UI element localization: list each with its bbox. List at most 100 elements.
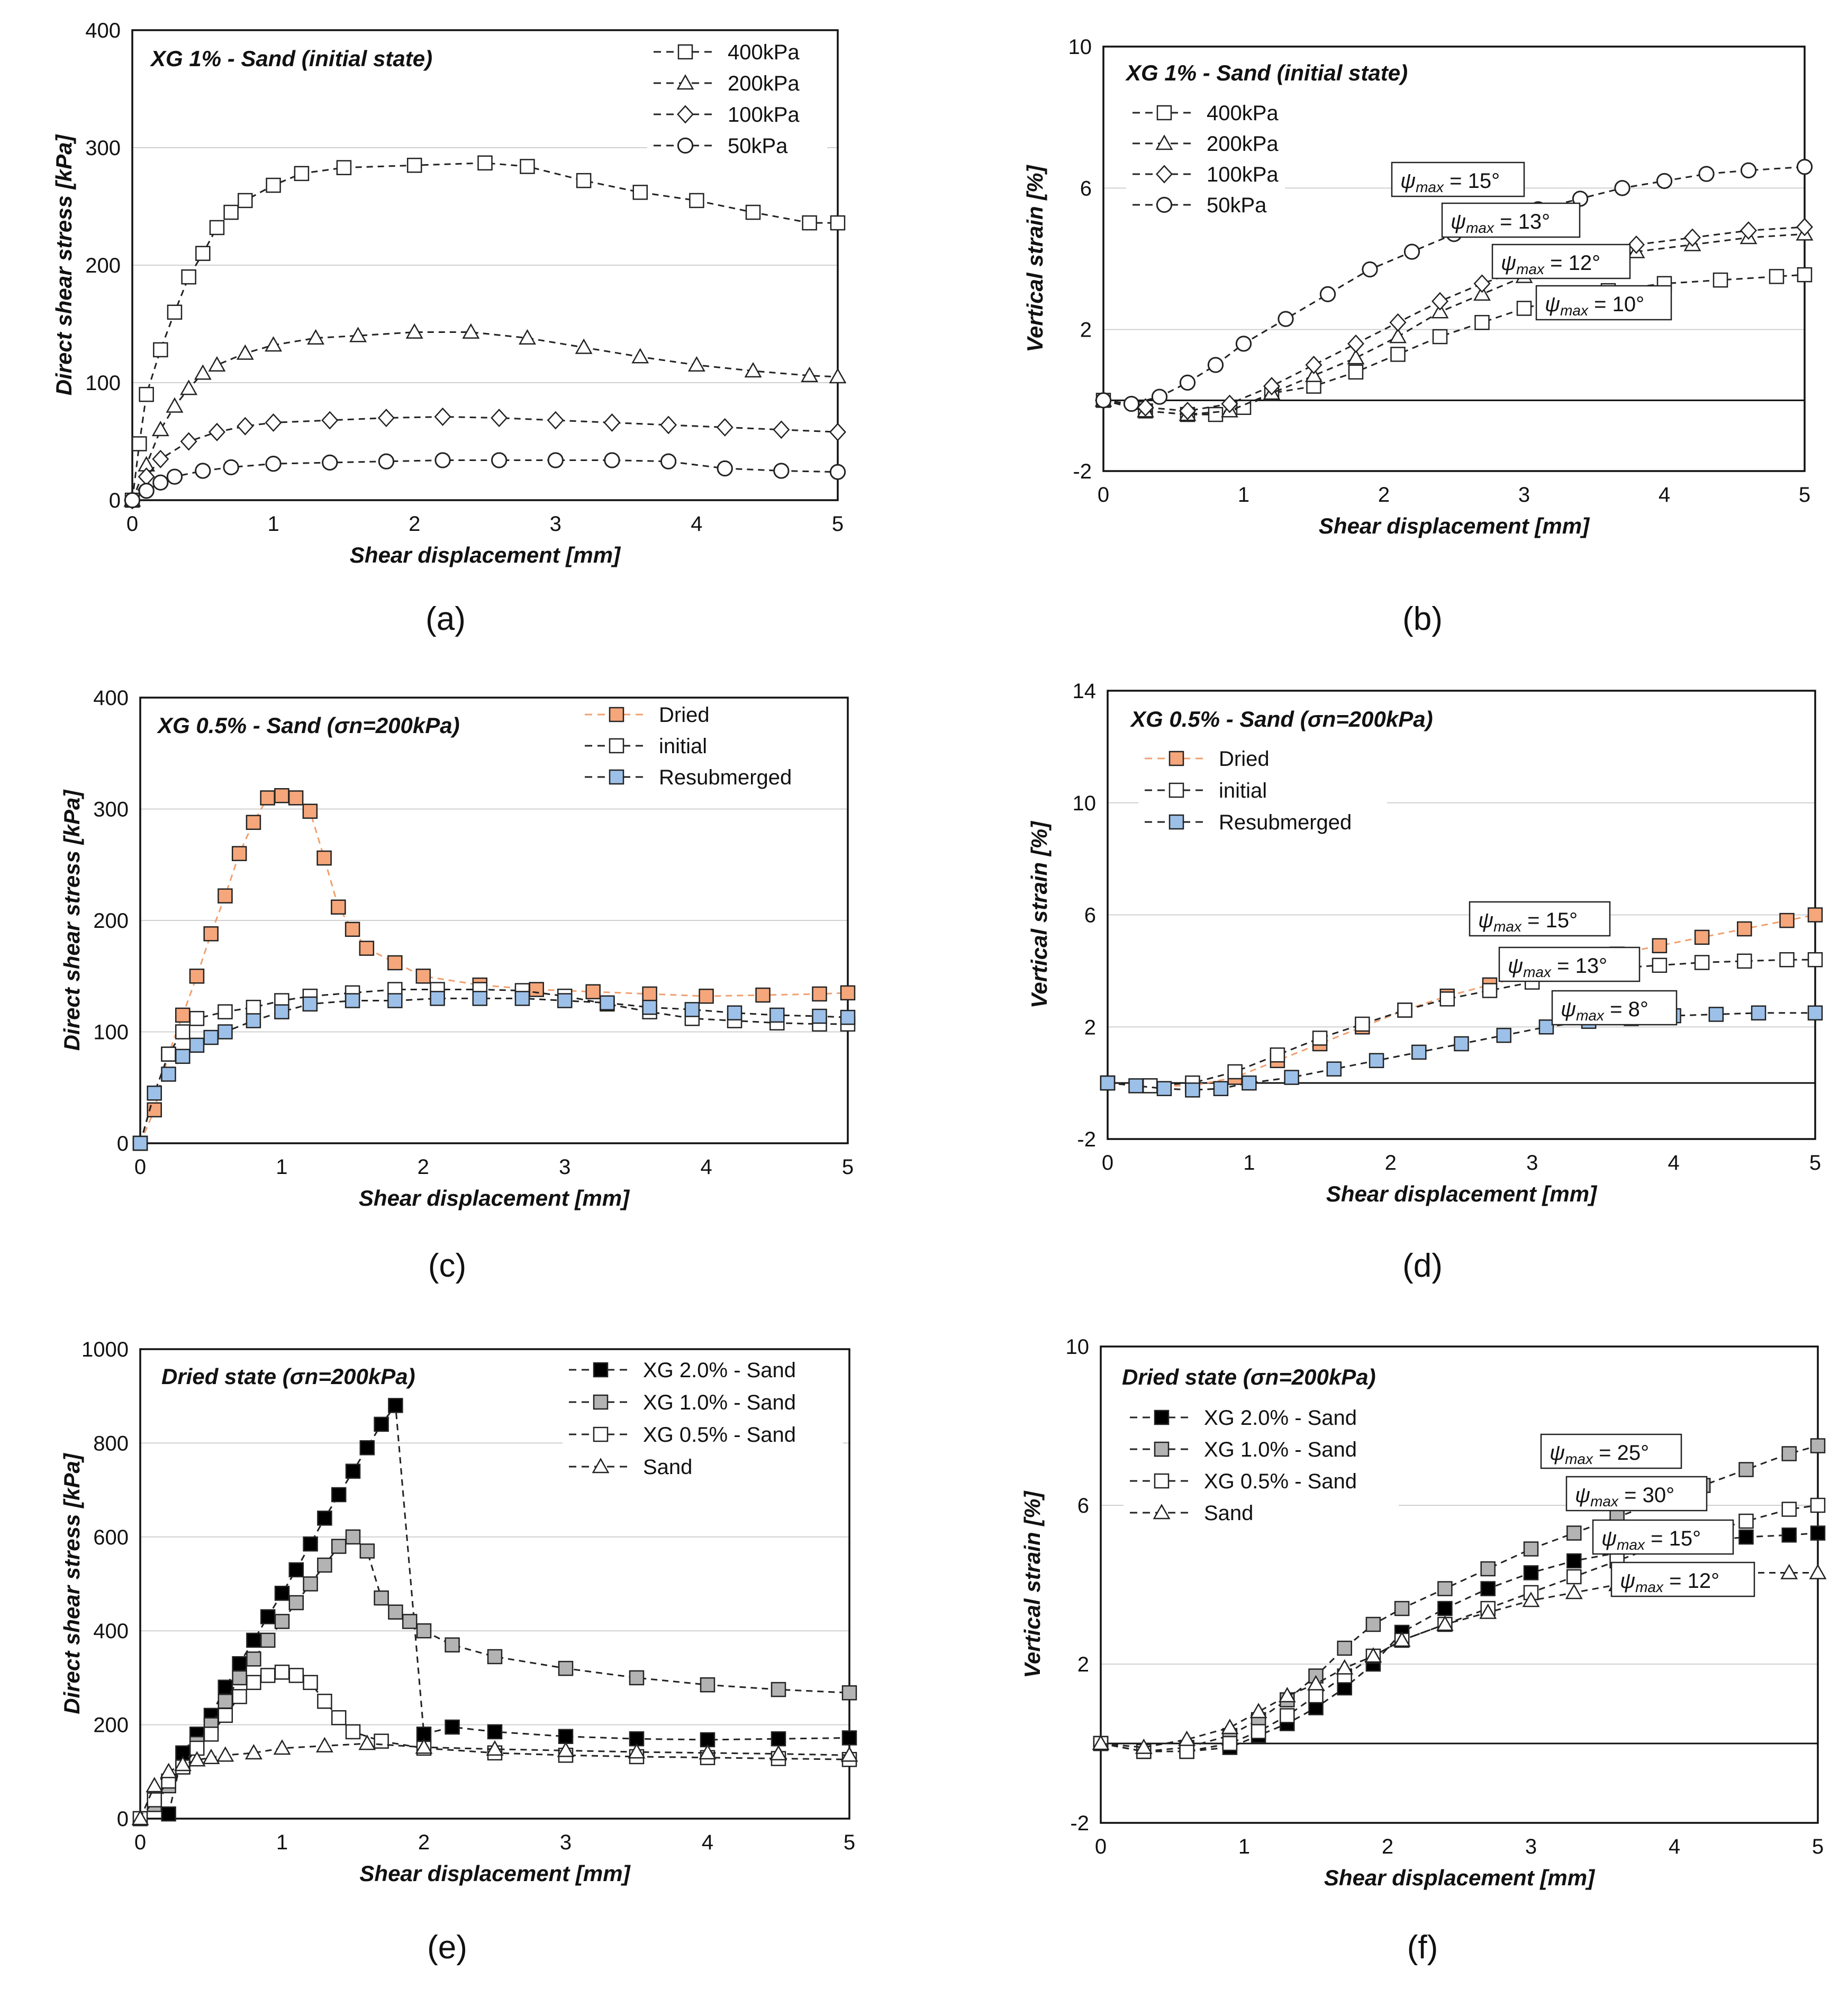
series-200kpa xyxy=(1094,225,1814,421)
data-point xyxy=(1337,1640,1352,1656)
data-point xyxy=(1179,401,1196,420)
data-point xyxy=(1473,274,1491,293)
data-point xyxy=(246,1632,261,1648)
data-point xyxy=(415,1738,433,1754)
data-point xyxy=(1270,1047,1285,1063)
series-line xyxy=(1103,274,1805,415)
legend-marker xyxy=(1168,814,1184,830)
data-point xyxy=(345,993,360,1008)
data-point xyxy=(1251,1724,1266,1739)
data-point xyxy=(1437,1601,1453,1616)
data-point xyxy=(744,362,762,378)
data-point xyxy=(336,160,352,175)
data-point xyxy=(317,1511,332,1526)
data-point xyxy=(716,418,733,437)
data-point xyxy=(315,1737,333,1752)
data-point xyxy=(194,364,212,380)
y-tick-label: 800 xyxy=(93,1432,129,1455)
series-line xyxy=(1107,959,1815,1087)
data-point xyxy=(238,193,253,209)
data-point xyxy=(1781,1502,1797,1517)
x-tick-label: 4 xyxy=(691,512,702,536)
data-point xyxy=(1779,912,1795,928)
data-point xyxy=(1480,1581,1496,1596)
data-point xyxy=(345,1529,361,1545)
data-point xyxy=(699,1743,717,1760)
data-point xyxy=(331,1487,347,1503)
x-tick-label: 5 xyxy=(842,1155,854,1179)
chart-panel-2: -2 2 6 10 0 1 2 3 4 5 Shear displacement [mm] Verti… xyxy=(1022,35,1814,637)
data-point xyxy=(830,215,846,231)
data-point xyxy=(1208,406,1224,422)
data-point xyxy=(1156,1081,1172,1096)
data-point xyxy=(402,1614,418,1629)
data-point xyxy=(260,790,275,806)
data-point xyxy=(558,1729,574,1745)
x-tick-label: 3 xyxy=(560,1831,572,1854)
data-point xyxy=(1249,1703,1267,1719)
data-point xyxy=(189,969,205,984)
data-point xyxy=(1221,1719,1239,1734)
plot-frame xyxy=(139,1348,850,1820)
legend-label: Dried xyxy=(659,703,710,727)
y-tick-label: 1000 xyxy=(81,1338,129,1361)
data-point xyxy=(374,1733,389,1749)
series-sand xyxy=(131,1734,858,1826)
data-point xyxy=(1566,1525,1582,1541)
data-point xyxy=(1809,1564,1827,1579)
data-point xyxy=(175,1049,191,1064)
data-point xyxy=(769,1007,785,1023)
data-point xyxy=(812,986,827,1002)
data-point xyxy=(387,993,403,1008)
data-point xyxy=(161,1067,176,1082)
annotation-box xyxy=(1551,990,1678,1026)
legend-label: Resubmerged xyxy=(659,766,792,789)
data-point xyxy=(773,463,790,479)
data-point xyxy=(1207,357,1224,373)
data-point xyxy=(1810,1438,1826,1453)
annotation-text: ψmax = 13° xyxy=(1451,210,1550,236)
series-line xyxy=(1103,233,1805,415)
data-point xyxy=(491,409,508,428)
data-point xyxy=(642,999,657,1015)
y-tick-label: 2 xyxy=(1077,1653,1089,1676)
legend-marker xyxy=(1153,1504,1171,1520)
panel-caption: (a) xyxy=(425,601,466,637)
legend-marker xyxy=(1155,134,1173,150)
data-point xyxy=(1431,303,1449,319)
chart-title: XG 1% - Sand (initial state) xyxy=(150,46,432,71)
data-point xyxy=(166,397,184,413)
y-tick-label: 10 xyxy=(1073,792,1097,815)
data-point xyxy=(359,1543,375,1559)
legend-marker xyxy=(609,769,624,785)
legend-label: XG 1.0% - Sand xyxy=(1204,1438,1357,1461)
data-point xyxy=(600,995,615,1011)
x-tick-label: 3 xyxy=(550,512,561,536)
series-200kpa xyxy=(123,323,847,507)
legend-marker xyxy=(676,74,694,90)
annotation-psi-max: ψmax = 15° xyxy=(1469,901,1611,937)
series-initial xyxy=(1100,952,1823,1094)
data-point xyxy=(687,356,705,372)
plot-frame xyxy=(139,697,849,1144)
data-point xyxy=(1305,356,1322,374)
data-point xyxy=(1738,1462,1754,1477)
data-point xyxy=(802,215,817,231)
series-initial xyxy=(132,982,856,1151)
data-point xyxy=(1227,1064,1243,1080)
data-point xyxy=(161,1046,176,1062)
data-point xyxy=(151,420,169,437)
data-point xyxy=(273,1739,291,1755)
data-point xyxy=(840,985,856,1001)
data-point xyxy=(147,1086,162,1101)
data-point xyxy=(487,1649,503,1665)
data-point xyxy=(1780,1564,1798,1579)
data-point xyxy=(1151,388,1168,405)
data-point xyxy=(1496,1027,1511,1043)
data-point xyxy=(1100,1075,1116,1091)
data-point xyxy=(203,1727,219,1742)
data-point xyxy=(322,454,338,471)
y-tick-label: 10 xyxy=(1068,35,1092,59)
data-point xyxy=(1708,1007,1724,1022)
data-point xyxy=(303,1675,318,1691)
